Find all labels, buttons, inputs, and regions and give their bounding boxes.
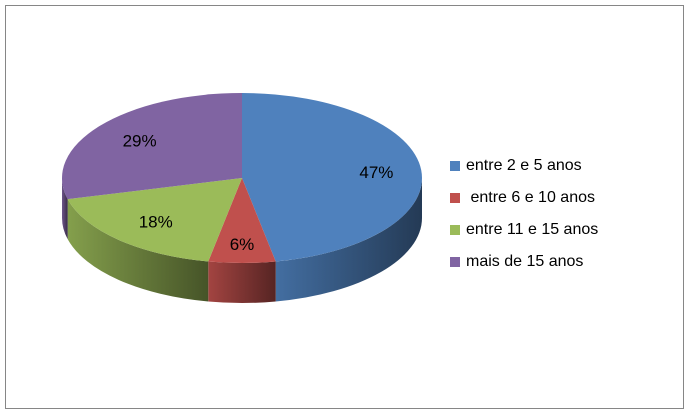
- pie-slice-1: [242, 93, 423, 262]
- pie-slice-3: [67, 178, 242, 262]
- pie-side-1: [275, 178, 422, 302]
- data-label-1: 47%: [359, 163, 393, 182]
- pie-top-faces: [61, 93, 423, 263]
- legend-item-3: entre 11 e 15 anos: [450, 214, 670, 246]
- legend-item-2: entre 6 e 10 anos: [450, 182, 670, 214]
- legend-swatch-3: [450, 225, 460, 235]
- legend-swatch-1: [450, 161, 460, 171]
- pie-slice-2: [208, 178, 276, 263]
- legend-label-4: mais de 15 anos: [466, 253, 584, 270]
- legend-label-3: entre 11 e 15 anos: [466, 221, 599, 238]
- legend-swatch-2: [450, 193, 460, 203]
- legend-label-2: entre 6 e 10 anos: [466, 189, 595, 206]
- legend-label-1: entre 2 e 5 anos: [466, 157, 582, 174]
- pie-side-4: [62, 178, 68, 240]
- legend-item-4: mais de 15 anos: [450, 246, 670, 278]
- pie-side-walls: [62, 178, 422, 304]
- legend-swatch-4: [450, 257, 460, 267]
- pie-side-2: [208, 261, 276, 304]
- legend: entre 2 e 5 anos entre 6 e 10 anos entre…: [450, 150, 670, 278]
- data-label-2: 6%: [230, 235, 255, 254]
- pie-data-labels: 47% 6% 18% 29%: [123, 131, 394, 254]
- pie-slice-4: [61, 93, 242, 200]
- legend-item-1: entre 2 e 5 anos: [450, 150, 670, 182]
- data-label-3: 18%: [139, 212, 173, 231]
- data-label-4: 29%: [123, 131, 157, 150]
- pie-side-3: [67, 199, 209, 302]
